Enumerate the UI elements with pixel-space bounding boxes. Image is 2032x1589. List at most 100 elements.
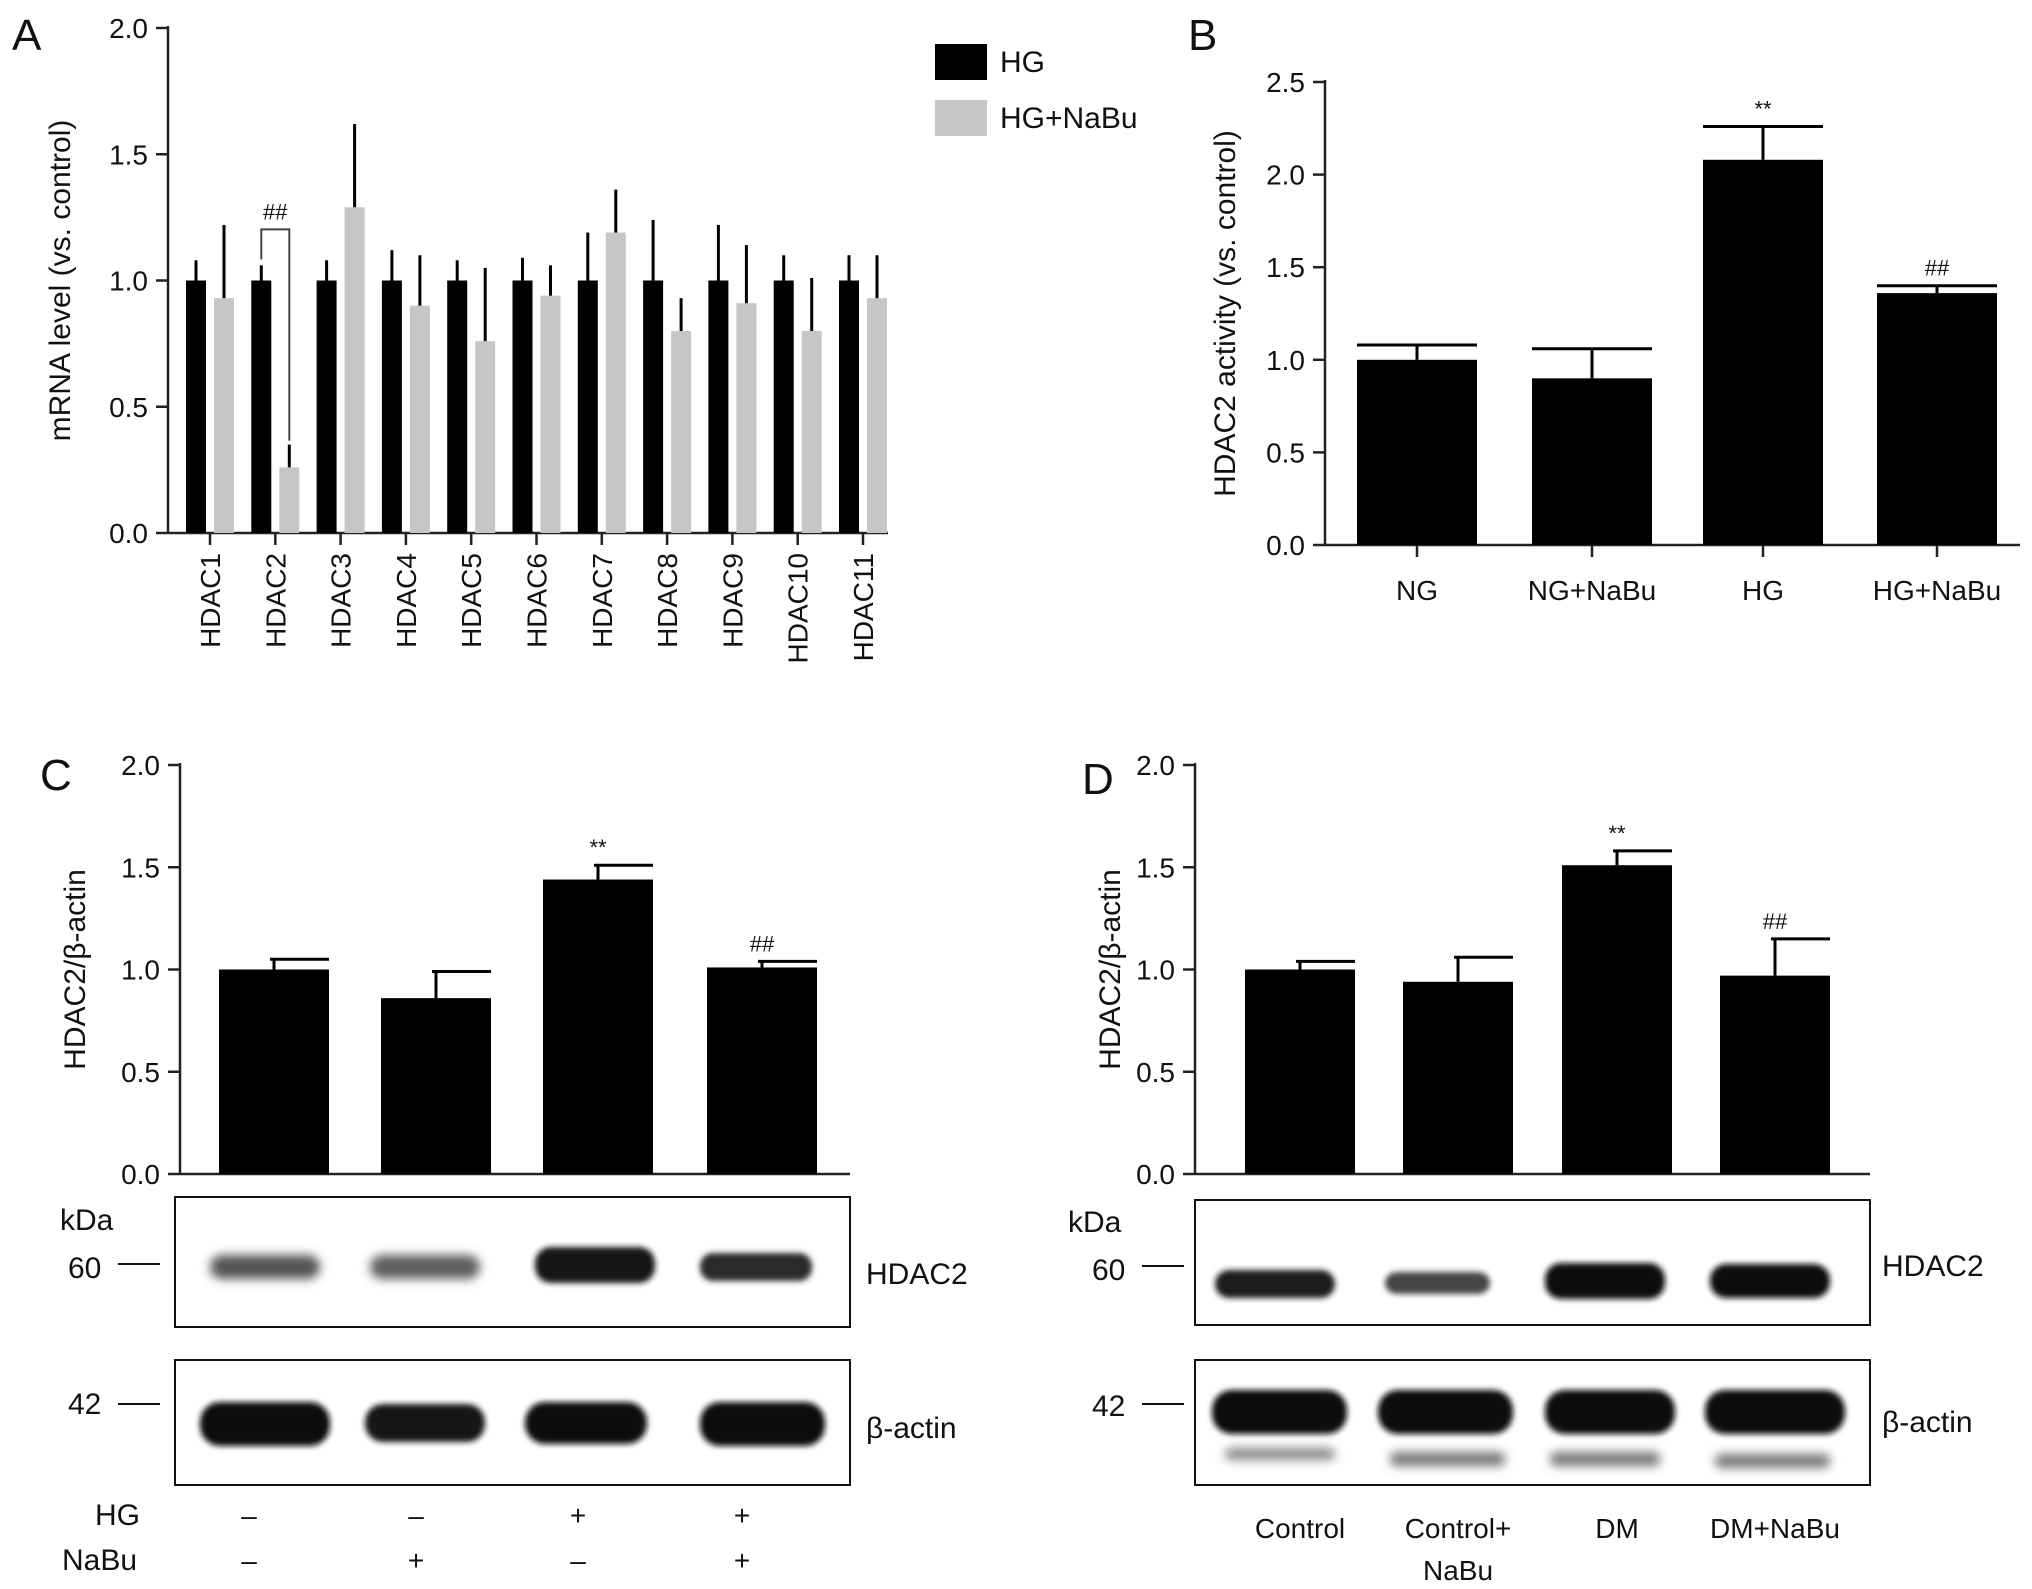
panel-c-y-tick-label: 0.5: [121, 1057, 160, 1088]
panel-a-hg-nabu-hdac2-bar: [279, 467, 300, 533]
panel-d-group-4-bar: [1720, 975, 1830, 1174]
panel-b-y-tick-label: 0.5: [1266, 437, 1305, 468]
panel-a-y-tick-label: 0.0: [109, 518, 148, 549]
panel-a-hg-hdac10-bar: [773, 280, 794, 533]
panel-d-y-tick-label: 2.0: [1136, 750, 1175, 781]
panel-a-hg-hdac9-bar: [708, 280, 729, 533]
panel-a-x-tick-label-hdac1: HDAC1: [195, 553, 226, 648]
panel-a-hg-hdac6-bar: [512, 280, 533, 533]
panel-c-y-tick-label: 1.5: [121, 852, 160, 883]
panel-a-hg-nabu-hdac5-bar: [475, 341, 496, 533]
panel-a-x-tick-label-hdac5: HDAC5: [456, 553, 487, 648]
panel-c-significance-mark: ##: [750, 931, 775, 956]
panel-a-hg-hdac3-bar: [316, 280, 337, 533]
panel-a-x-tick-label-hdac2: HDAC2: [260, 553, 291, 648]
panel-a-hg-hdac7-bar: [577, 280, 598, 533]
panel-a-significance-mark: ##: [263, 199, 288, 224]
marker-60-c: 60: [68, 1252, 101, 1285]
legend-swatch-hg-nabu: [935, 100, 987, 136]
panel-a-x-tick-label-hdac9: HDAC9: [717, 553, 748, 648]
panel-d-significance-mark: ##: [1763, 909, 1788, 934]
panel-d-x-tick-label-dm: DM: [1595, 1513, 1639, 1544]
panel-b-hg-nabu-bar: [1877, 293, 1997, 545]
panel-a-y-tick-label: 0.5: [109, 392, 148, 423]
blot-label-hdac2-c: HDAC2: [866, 1258, 968, 1291]
blot-d: kDa 60 HDAC2 42 β-actin: [1068, 1199, 1984, 1486]
legend-label-hg: HG: [1000, 46, 1045, 79]
condition-sign-hg-4: +: [734, 1500, 750, 1531]
blot-label-actin-c: β-actin: [866, 1412, 957, 1445]
panel-a-hg-nabu-hdac4-bar: [409, 305, 430, 533]
panel-d-x-tick-label-dm-nabu: DM+NaBu: [1710, 1513, 1840, 1544]
panel-b: 0.0 0.5 1.0 1.5 2.0 2.5 HDAC2 activity (vs. co…: [1209, 67, 2020, 606]
panel-a-hg-hdac5-bar: [447, 280, 468, 533]
panel-a-hg-hdac1-bar: [186, 280, 206, 533]
panel-letter-b: B: [1188, 11, 1217, 60]
condition-sign-nabu-1: –: [241, 1545, 257, 1576]
panel-c-group-4-bar: [707, 967, 817, 1174]
panel-d: 0.0 0.5 1.0 1.5 2.0 HDAC2/β-actin ** ## Control C…: [1094, 750, 1870, 1586]
condition-sign-hg-3: +: [570, 1500, 586, 1531]
panel-a-hg-nabu-hdac7-bar: [605, 232, 626, 533]
panel-d-group-3-bar: [1562, 865, 1672, 1174]
condition-sign-nabu-2: +: [408, 1545, 424, 1576]
panel-c-significance-mark: **: [589, 835, 607, 860]
panel-c-group-2-bar: [381, 998, 491, 1174]
panel-a-x-tick-label-hdac6: HDAC6: [522, 553, 553, 648]
panel-letter-a: A: [12, 11, 42, 60]
panel-b-ng-nabu-bar: [1532, 378, 1652, 545]
blot-frame-hdac2-d: [1194, 1199, 1871, 1326]
panel-d-y-tick-label: 0.0: [1136, 1159, 1175, 1190]
panel-b-x-tick-label-hg-nabu: HG+NaBu: [1873, 575, 2001, 606]
panel-a-y-axis-label: mRNA level (vs. control): [44, 120, 77, 442]
marker-42-d: 42: [1092, 1390, 1125, 1423]
panel-a-hg-nabu-hdac3-bar: [344, 207, 365, 533]
panel-a: 0.0 0.5 1.0 1.5 2.0 mRNA level (vs. control) H…: [44, 13, 888, 663]
panel-d-y-tick-label: 1.0: [1136, 955, 1175, 986]
panel-a-y-tick-label: 1.5: [109, 139, 148, 170]
panel-c-y-tick-label: 2.0: [121, 750, 160, 781]
panel-b-y-tick-label: 2.5: [1266, 67, 1305, 98]
panel-a-hg-hdac2-bar: [251, 280, 272, 533]
blot-bands-hdac2-c: [210, 1247, 812, 1283]
panel-a-x-tick-label-hdac7: HDAC7: [587, 553, 618, 648]
panel-a-y-tick-label: 1.0: [109, 266, 148, 297]
panel-a-hg-hdac4-bar: [381, 280, 402, 533]
blot-bands-actin-c: [200, 1402, 825, 1446]
panel-c-y-tick-label: 0.0: [121, 1159, 160, 1190]
condition-sign-nabu-4: +: [734, 1545, 750, 1576]
panel-d-significance-mark: **: [1608, 821, 1626, 846]
panel-letter-d: D: [1082, 755, 1114, 804]
panel-d-x-tick-label-control-nabu: Control+: [1405, 1513, 1512, 1544]
panel-b-hg-bar: [1703, 159, 1823, 545]
marker-42-c: 42: [68, 1388, 101, 1421]
panel-a-x-tick-label-hdac11: HDAC11: [848, 553, 879, 661]
panel-a-hg-hdac8-bar: [643, 280, 664, 533]
panel-c-y-tick-label: 1.0: [121, 955, 160, 986]
condition-sign-hg-1: –: [241, 1500, 257, 1531]
panel-a-y-tick-label: 2.0: [109, 13, 148, 44]
panel-a-hg-hdac11-bar: [839, 280, 859, 533]
blot-label-actin-d: β-actin: [1882, 1406, 1973, 1439]
panel-a-x-tick-label-hdac4: HDAC4: [391, 553, 422, 648]
panel-b-x-tick-label-ng-nabu: NG+NaBu: [1528, 575, 1656, 606]
panel-c-y-axis-label: HDAC2/β-actin: [59, 869, 92, 1070]
kda-label-c: kDa: [60, 1204, 114, 1237]
blot-c: kDa 60 HDAC2 42 β-actin HG NaBu – – + + – + – +: [60, 1196, 968, 1577]
panel-a-x-tick-label-hdac10: HDAC10: [783, 553, 814, 663]
panel-d-group-1-bar: [1245, 969, 1355, 1174]
panel-b-x-tick-label-ng: NG: [1396, 575, 1438, 606]
panel-a-hg-nabu-hdac9-bar: [736, 303, 757, 533]
blot-label-hdac2-d: HDAC2: [1882, 1250, 1984, 1283]
panel-b-y-tick-label: 1.5: [1266, 252, 1305, 283]
panel-d-y-tick-label: 1.5: [1136, 852, 1175, 883]
legend: HG HG+NaBu: [935, 44, 1138, 136]
panel-d-y-tick-label: 0.5: [1136, 1057, 1175, 1088]
panel-a-hg-nabu-hdac10-bar: [801, 331, 822, 533]
panel-b-ng-bar: [1357, 359, 1477, 545]
panel-b-y-tick-label: 2.0: [1266, 160, 1305, 191]
blot-bands-hdac2-d: [1215, 1263, 1830, 1299]
panel-a-hg-nabu-hdac8-bar: [671, 331, 692, 533]
panel-d-y-axis-label: HDAC2/β-actin: [1094, 869, 1127, 1070]
